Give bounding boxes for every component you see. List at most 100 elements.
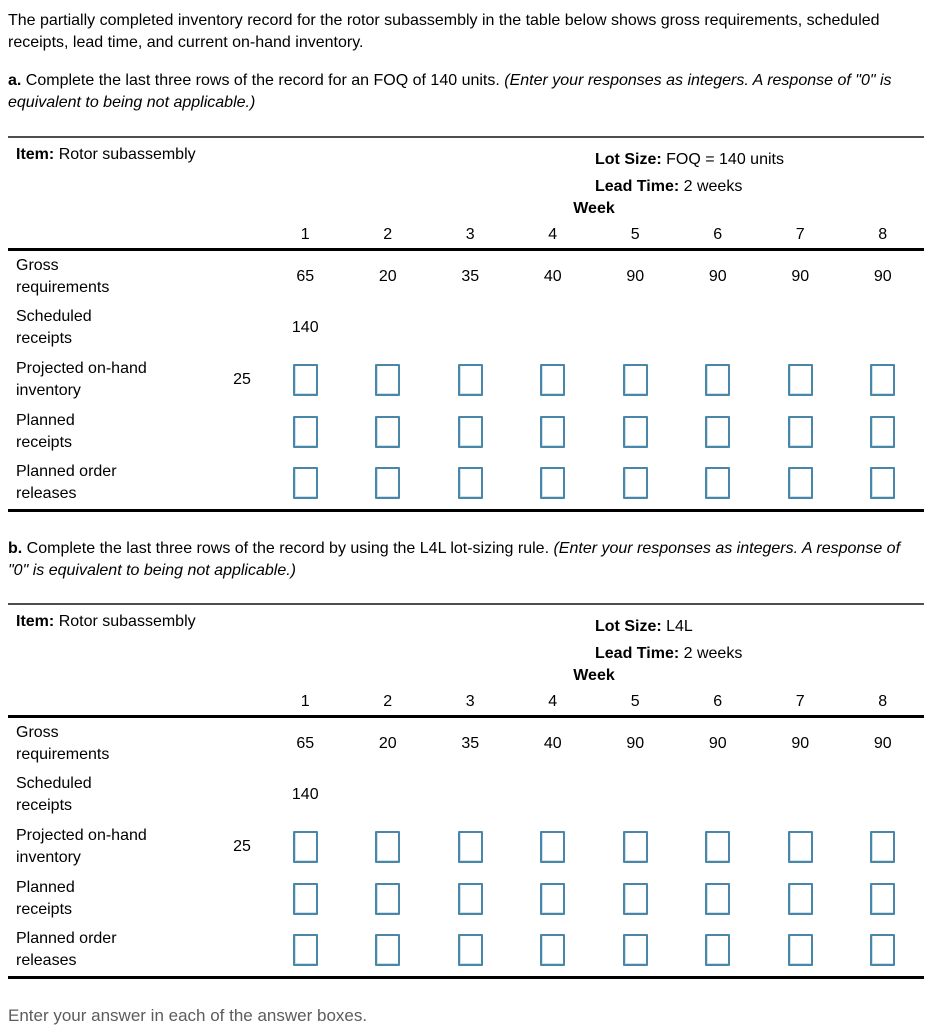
cell-value: 90 [873, 734, 892, 752]
answer-input[interactable] [870, 882, 896, 915]
answer-input[interactable] [622, 882, 648, 915]
answer-input[interactable] [375, 363, 401, 396]
inventory-record-b: Item: Rotor subassembly Lot Size: L4L Le… [8, 602, 925, 979]
answer-input[interactable] [787, 363, 813, 396]
answer-input[interactable] [622, 415, 648, 448]
lot-lead-block: Lot Size: FOQ = 140 units Lead Time: 2 w… [595, 146, 784, 200]
answer-input[interactable] [787, 830, 813, 863]
value-cell: 40 [512, 268, 595, 286]
answer-cell [677, 363, 760, 396]
answer-cell [429, 830, 512, 863]
row-label: Projected on-hand inventory [8, 825, 220, 869]
row-label: Gross requirements [8, 255, 220, 299]
answer-input[interactable] [375, 882, 401, 915]
row-label: Scheduled receipts [8, 306, 220, 350]
week-number: 6 [713, 692, 723, 710]
row-label-line: Planned [16, 878, 75, 896]
answer-cell [429, 415, 512, 448]
answer-input[interactable] [375, 467, 401, 500]
table-row: Planned receipts [8, 406, 924, 458]
row-label-line: receipts [16, 797, 73, 815]
answer-cell [759, 467, 842, 500]
answer-input[interactable] [787, 934, 813, 967]
answer-input[interactable] [292, 882, 318, 915]
answer-cell [264, 934, 347, 967]
week-number: 2 [383, 226, 393, 243]
lead-time-label: Lead Time: [595, 178, 680, 195]
week-spacer [8, 226, 220, 244]
week-numbers-row: 1 2 3 4 5 6 7 8 [8, 693, 924, 711]
answer-cell [677, 830, 760, 863]
answer-input[interactable] [622, 934, 648, 967]
initial-inventory-cell: 25 [220, 838, 264, 856]
answer-input[interactable] [540, 934, 566, 967]
answer-input[interactable] [292, 415, 318, 448]
answer-input[interactable] [292, 934, 318, 967]
row-label-line: requirements [16, 745, 110, 763]
answer-input[interactable] [457, 415, 483, 448]
cell-value: 90 [626, 267, 645, 285]
answer-input[interactable] [870, 467, 896, 500]
answer-input[interactable] [705, 934, 731, 967]
row-label: Gross requirements [8, 722, 220, 766]
answer-input[interactable] [622, 830, 648, 863]
cell-value: 65 [296, 267, 315, 285]
row-label-line: releases [16, 952, 77, 970]
answer-input[interactable] [457, 882, 483, 915]
answer-input[interactable] [622, 363, 648, 396]
answer-input[interactable] [705, 830, 731, 863]
week-number: 5 [630, 692, 640, 710]
cell-value: 90 [791, 734, 810, 752]
answer-cell [677, 882, 760, 915]
answer-input[interactable] [787, 415, 813, 448]
answer-cell [512, 467, 595, 500]
answer-cell [512, 830, 595, 863]
week-number: 4 [548, 226, 558, 243]
answer-input[interactable] [292, 830, 318, 863]
answer-input[interactable] [540, 467, 566, 500]
answer-input[interactable] [540, 363, 566, 396]
answer-input[interactable] [375, 934, 401, 967]
value-cell: 90 [759, 735, 842, 753]
answer-input[interactable] [292, 363, 318, 396]
answer-input[interactable] [540, 882, 566, 915]
answer-input[interactable] [705, 882, 731, 915]
answer-input[interactable] [457, 467, 483, 500]
answer-cell [512, 363, 595, 396]
week-number: 3 [465, 692, 475, 710]
answer-input[interactable] [705, 467, 731, 500]
row-label: Planned receipts [8, 410, 220, 454]
part-a-instructions: a. Complete the last three rows of the r… [8, 70, 920, 114]
answer-input[interactable] [787, 882, 813, 915]
row-label-line: Gross [16, 723, 59, 741]
answer-input[interactable] [457, 934, 483, 967]
answer-input[interactable] [457, 830, 483, 863]
answer-input[interactable] [870, 830, 896, 863]
answer-input[interactable] [375, 830, 401, 863]
answer-cell [677, 467, 760, 500]
record-b-header: Item: Rotor subassembly Lot Size: L4L Le… [8, 605, 924, 718]
answer-input[interactable] [622, 467, 648, 500]
answer-cell [842, 830, 925, 863]
week-number: 2 [383, 692, 393, 710]
question-intro: The partially completed inventory record… [8, 12, 880, 51]
answer-input[interactable] [457, 363, 483, 396]
cell-value: 20 [378, 734, 397, 752]
answer-input[interactable] [292, 467, 318, 500]
item-value: Rotor subassembly [58, 612, 196, 630]
answer-input[interactable] [870, 934, 896, 967]
answer-input[interactable] [705, 363, 731, 396]
answer-input[interactable] [870, 415, 896, 448]
cell-value: 90 [791, 267, 810, 285]
answer-input[interactable] [870, 363, 896, 396]
row-label-line: Gross [16, 256, 59, 274]
answer-input[interactable] [705, 415, 731, 448]
answer-input[interactable] [787, 467, 813, 500]
answer-input[interactable] [375, 415, 401, 448]
row-label-line: Scheduled [16, 775, 92, 793]
answer-input[interactable] [540, 830, 566, 863]
item-label: Item: [16, 146, 55, 163]
value-cell: 90 [759, 268, 842, 286]
answer-input[interactable] [540, 415, 566, 448]
